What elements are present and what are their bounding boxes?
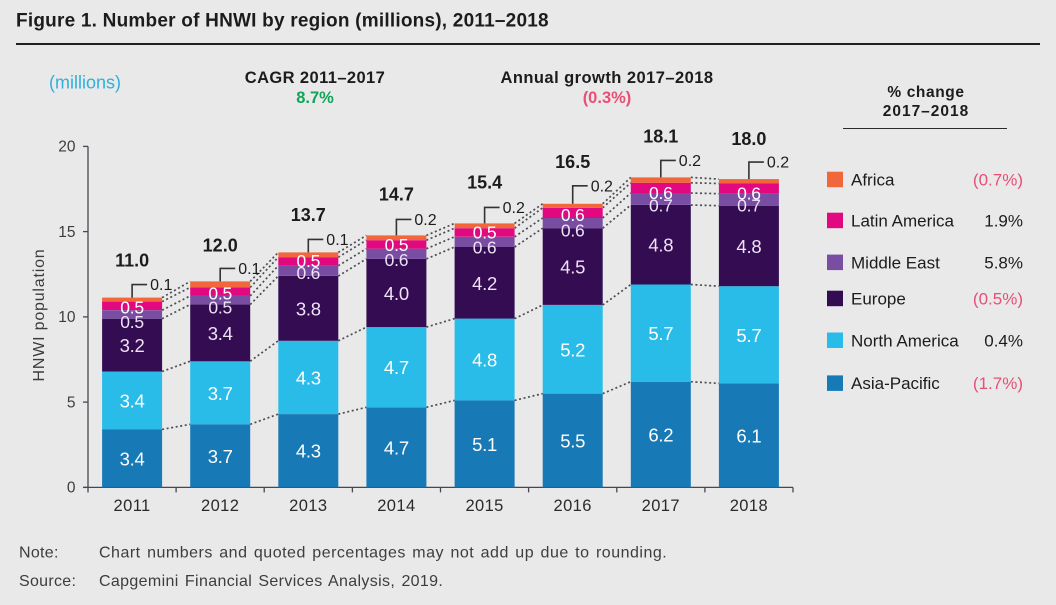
svg-text:Europe: Europe <box>851 290 906 309</box>
svg-text:0: 0 <box>67 480 76 497</box>
svg-text:5.7: 5.7 <box>648 323 673 344</box>
svg-text:5.7: 5.7 <box>736 325 761 346</box>
svg-text:20: 20 <box>58 139 76 156</box>
svg-text:3.4: 3.4 <box>120 390 145 411</box>
svg-text:Latin America: Latin America <box>851 212 955 231</box>
svg-text:(1.7%): (1.7%) <box>973 374 1023 393</box>
svg-text:0.2: 0.2 <box>414 212 436 229</box>
svg-text:0.5: 0.5 <box>385 235 409 255</box>
svg-text:0.2: 0.2 <box>679 153 701 170</box>
svg-text:(0.5%): (0.5%) <box>973 290 1023 309</box>
svg-text:1.9%: 1.9% <box>984 212 1023 231</box>
svg-text:4.7: 4.7 <box>384 437 409 458</box>
svg-text:11.0: 11.0 <box>115 251 149 271</box>
svg-text:2015: 2015 <box>465 497 503 515</box>
svg-text:15: 15 <box>58 224 75 241</box>
svg-text:0.7: 0.7 <box>737 196 761 216</box>
svg-text:0.1: 0.1 <box>326 232 348 249</box>
svg-text:0.5: 0.5 <box>120 298 144 318</box>
svg-text:0.6: 0.6 <box>649 183 673 203</box>
svg-text:8.7%: 8.7% <box>296 89 334 107</box>
svg-text:3.4: 3.4 <box>120 448 145 469</box>
svg-text:13.7: 13.7 <box>291 205 326 225</box>
svg-text:4.5: 4.5 <box>560 257 585 278</box>
svg-text:4.8: 4.8 <box>472 350 497 371</box>
svg-text:6.1: 6.1 <box>736 425 761 446</box>
svg-text:5.1: 5.1 <box>472 434 497 455</box>
svg-text:Figure 1. Number of HNWI by re: Figure 1. Number of HNWI by region (mill… <box>16 11 549 32</box>
svg-text:18.0: 18.0 <box>731 129 766 149</box>
svg-text:Africa: Africa <box>851 171 895 190</box>
svg-text:2017: 2017 <box>642 497 680 515</box>
svg-text:2018: 2018 <box>730 497 768 515</box>
svg-text:5.2: 5.2 <box>560 339 585 360</box>
svg-text:0.5: 0.5 <box>120 312 144 332</box>
svg-text:0.2: 0.2 <box>591 178 613 195</box>
svg-text:2014: 2014 <box>377 497 415 515</box>
svg-text:4.3: 4.3 <box>296 441 321 462</box>
svg-text:3.2: 3.2 <box>120 335 145 356</box>
svg-text:0.7: 0.7 <box>649 196 673 216</box>
svg-text:14.7: 14.7 <box>379 184 414 204</box>
svg-text:Note:: Note: <box>19 545 59 562</box>
svg-text:16.5: 16.5 <box>555 152 590 172</box>
svg-text:2011: 2011 <box>114 497 151 515</box>
svg-text:0.2: 0.2 <box>767 155 789 172</box>
svg-text:0.6: 0.6 <box>737 184 761 204</box>
svg-text:4.2: 4.2 <box>472 273 497 294</box>
svg-text:Capgemini Financial Services A: Capgemini Financial Services Analysis, 2… <box>99 573 443 590</box>
svg-text:North America: North America <box>851 331 959 350</box>
svg-text:3.4: 3.4 <box>208 323 233 344</box>
svg-text:0.4%: 0.4% <box>984 331 1023 350</box>
svg-text:2017–2018: 2017–2018 <box>883 103 970 120</box>
svg-text:CAGR 2011–2017: CAGR 2011–2017 <box>245 69 385 87</box>
svg-text:5.8%: 5.8% <box>984 253 1023 272</box>
svg-text:0.5: 0.5 <box>473 223 497 243</box>
svg-text:0.6: 0.6 <box>385 250 409 270</box>
svg-text:0.5: 0.5 <box>297 251 321 271</box>
svg-text:0.1: 0.1 <box>150 277 172 294</box>
svg-text:18.1: 18.1 <box>643 126 678 146</box>
svg-text:5.5: 5.5 <box>560 431 585 452</box>
svg-text:4.8: 4.8 <box>736 236 761 257</box>
svg-text:(0.3%): (0.3%) <box>583 89 632 107</box>
svg-text:6.2: 6.2 <box>648 425 673 446</box>
svg-text:0.2: 0.2 <box>503 200 525 217</box>
svg-text:3.7: 3.7 <box>208 446 233 467</box>
svg-text:Middle East: Middle East <box>851 253 940 272</box>
svg-text:3.7: 3.7 <box>208 383 233 404</box>
svg-text:Source:: Source: <box>19 573 76 590</box>
svg-text:5: 5 <box>67 394 76 411</box>
svg-text:2012: 2012 <box>201 497 239 515</box>
svg-text:15.4: 15.4 <box>467 172 502 192</box>
svg-text:Asia-Pacific: Asia-Pacific <box>851 374 940 393</box>
svg-text:4.7: 4.7 <box>384 357 409 378</box>
svg-text:10: 10 <box>58 309 76 326</box>
svg-text:12.0: 12.0 <box>203 235 238 255</box>
svg-text:0.6: 0.6 <box>473 237 497 257</box>
svg-text:0.6: 0.6 <box>561 221 585 241</box>
svg-text:0.6: 0.6 <box>297 263 321 283</box>
svg-text:4.3: 4.3 <box>296 367 321 388</box>
svg-text:0.1: 0.1 <box>238 261 260 278</box>
svg-text:Chart numbers and quoted perce: Chart numbers and quoted percentages may… <box>99 545 667 562</box>
svg-text:(millions): (millions) <box>49 73 121 93</box>
svg-text:2013: 2013 <box>289 497 327 515</box>
svg-text:(0.7%): (0.7%) <box>973 171 1023 190</box>
svg-text:Annual growth 2017–2018: Annual growth 2017–2018 <box>500 69 713 87</box>
svg-text:HNWI population: HNWI population <box>31 249 48 382</box>
svg-text:0.6: 0.6 <box>561 205 585 225</box>
svg-text:4.0: 4.0 <box>384 283 409 304</box>
svg-text:% change: % change <box>887 84 964 101</box>
svg-text:0.5: 0.5 <box>208 298 232 318</box>
svg-text:4.8: 4.8 <box>648 235 673 256</box>
svg-text:2016: 2016 <box>554 497 592 515</box>
svg-text:0.5: 0.5 <box>208 283 232 303</box>
svg-text:3.8: 3.8 <box>296 298 321 319</box>
